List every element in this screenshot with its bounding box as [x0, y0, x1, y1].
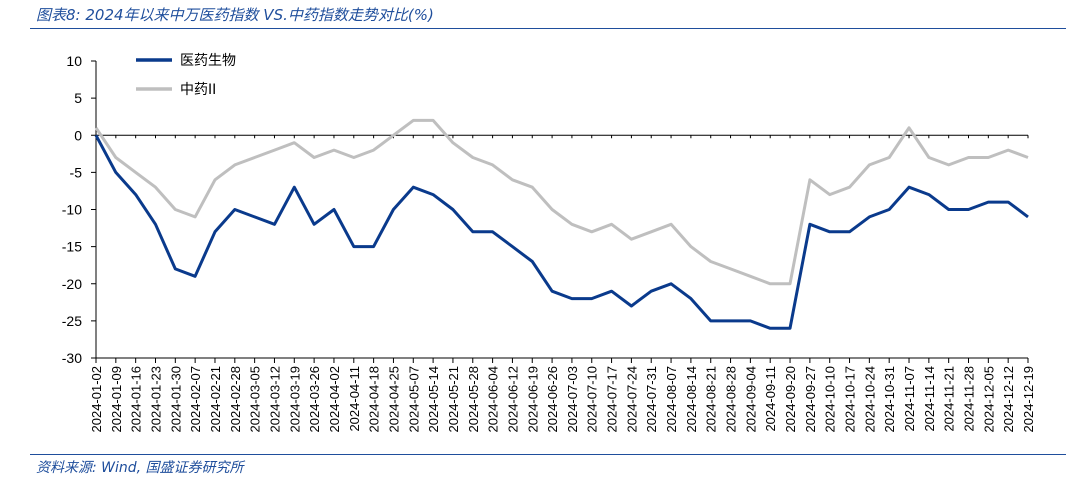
x-tick-label: 2024-06-04 — [486, 366, 501, 433]
x-tick-label: 2024-12-12 — [1001, 366, 1016, 433]
x-tick-label: 2024-09-04 — [743, 366, 758, 433]
x-tick-label: 2024-06-26 — [545, 366, 560, 433]
series-line-yiyao — [94, 134, 1029, 330]
y-tick-label: -15 — [62, 239, 82, 255]
series-line-zhongyao — [94, 118, 1029, 286]
x-tick-label: 2024-08-21 — [704, 366, 719, 433]
y-tick-label: 0 — [74, 127, 82, 143]
x-tick-label: 2024-09-20 — [783, 366, 798, 433]
x-tick-label: 2024-01-23 — [148, 366, 163, 433]
x-tick-label: 2024-07-24 — [624, 366, 639, 433]
y-tick-label: -5 — [70, 164, 83, 180]
x-tick-label: 2024-10-10 — [823, 366, 838, 433]
x-tick-label: 2024-08-28 — [724, 366, 739, 433]
y-tick-label: -25 — [62, 313, 82, 329]
x-tick-label: 2024-11-14 — [922, 366, 937, 432]
x-axis: 2024-01-02 2024-01-09 2024-01-16 2024-01-23… — [89, 357, 1036, 433]
x-tick-label: 2024-03-12 — [267, 366, 282, 433]
x-tick-label: 2024-12-05 — [981, 366, 996, 433]
x-tick-label: 2024-08-14 — [684, 366, 699, 433]
x-tick-label: 2024-12-19 — [1021, 366, 1036, 433]
x-tick-label: 2024-05-28 — [466, 366, 481, 433]
x-tick-label: 2024-03-19 — [287, 366, 302, 433]
x-tick-label: 2024-05-21 — [446, 366, 461, 433]
x-tick-label: 2024-04-25 — [386, 366, 401, 433]
x-tick-label: 2024-02-28 — [228, 366, 243, 433]
x-tick-label: 2024-07-31 — [644, 366, 659, 433]
x-tick-label: 2024-01-09 — [109, 366, 124, 433]
x-tick-label: 2024-11-28 — [962, 366, 977, 432]
x-tick-label: 2024-01-02 — [89, 366, 104, 433]
x-tick-label: 2024-03-26 — [307, 366, 322, 433]
chart-title: 图表8: 2024年以来中万医药指数 VS.中药指数走势对比(%) — [36, 6, 434, 24]
x-tick-label: 2024-01-30 — [168, 366, 183, 433]
x-tick-label: 2024-02-07 — [188, 366, 203, 433]
x-tick-label: 2024-06-19 — [525, 366, 540, 433]
y-tick-label: -10 — [62, 202, 82, 218]
title-rule — [30, 28, 1066, 29]
source-rule — [30, 454, 1066, 455]
x-tick-label: 2024-09-27 — [803, 366, 818, 433]
x-tick-label: 2024-05-14 — [426, 366, 441, 433]
y-tick-label: 10 — [66, 53, 82, 69]
x-tick-label: 2024-07-03 — [565, 366, 580, 433]
x-tick-label: 2024-10-31 — [882, 366, 897, 433]
x-tick-label: 2024-09-11 — [763, 366, 778, 432]
legend-label: 中药II — [180, 82, 216, 98]
x-tick-label: 2024-04-02 — [327, 366, 342, 433]
x-tick-label: 2024-04-18 — [367, 366, 382, 433]
x-tick-label: 2024-04-11 — [347, 366, 362, 432]
x-tick-label: 2024-07-17 — [605, 366, 620, 433]
series-lines — [94, 118, 1029, 330]
x-tick-label: 2024-07-10 — [585, 366, 600, 433]
y-tick-label: -30 — [62, 350, 82, 366]
x-tick-label: 2024-01-16 — [129, 366, 144, 433]
x-tick-label: 2024-10-24 — [862, 366, 877, 433]
x-tick-label: 2024-11-07 — [902, 366, 917, 432]
y-tick-label: -20 — [62, 276, 82, 292]
x-tick-label: 2024-05-07 — [406, 366, 421, 433]
x-tick-label: 2024-03-05 — [248, 366, 263, 433]
source-note: 资料来源: Wind, 国盛证券研究所 — [36, 460, 244, 476]
y-axis: 10 5 0 -5 -10 -15 -20 -25 -30 — [62, 53, 97, 366]
zero-baseline — [95, 134, 1029, 139]
x-tick-label: 2024-11-21 — [942, 366, 957, 432]
y-tick-label: 5 — [74, 90, 82, 106]
x-tick-label: 2024-10-17 — [843, 366, 858, 433]
x-tick-label: 2024-08-07 — [664, 366, 679, 433]
x-tick-label: 2024-06-12 — [505, 366, 520, 433]
legend-label: 医药生物 — [180, 53, 236, 69]
x-tick-label: 2024-02-21 — [208, 366, 223, 433]
